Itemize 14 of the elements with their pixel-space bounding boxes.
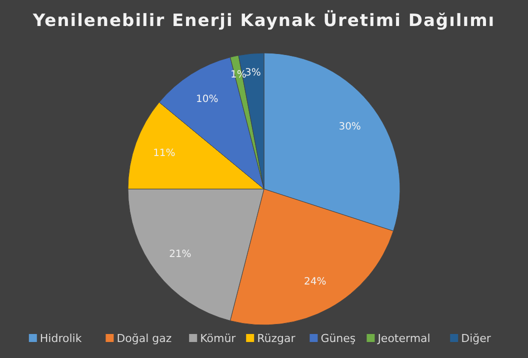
legend-label: Rüzgar: [257, 332, 296, 345]
data-label: 10%: [196, 94, 218, 106]
legend-label: Diğer: [461, 332, 492, 345]
legend-label: Kömür: [200, 332, 236, 345]
data-label: 3%: [245, 67, 261, 78]
legend-label: Doğal gaz: [116, 332, 172, 345]
legend-label: Jeotermal: [376, 332, 430, 345]
legend-label: Güneş: [320, 332, 356, 345]
data-label: 24%: [304, 276, 326, 288]
chart-title: Yenilenebilir Enerji Kaynak Üretimi Dağılımı: [32, 10, 496, 31]
legend-label: Hidrolik: [40, 332, 82, 345]
data-label: 21%: [169, 248, 192, 260]
data-label: 11%: [153, 148, 176, 159]
data-label: 30%: [338, 121, 361, 132]
